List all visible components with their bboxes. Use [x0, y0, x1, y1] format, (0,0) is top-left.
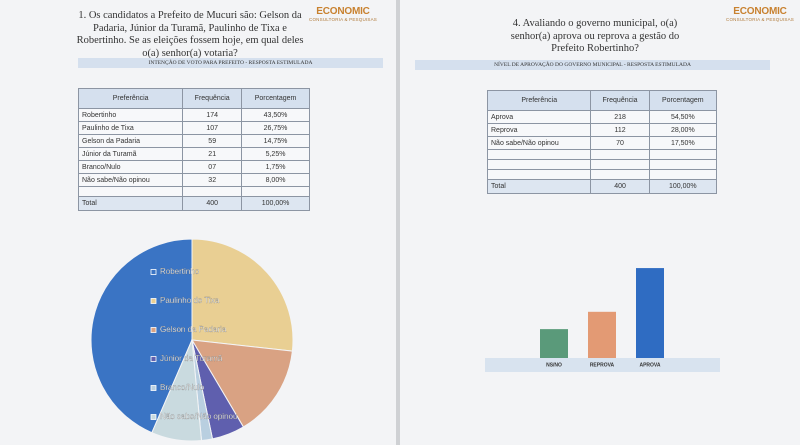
pie-slice — [151, 339, 203, 442]
bar — [540, 329, 568, 358]
legend-label: Paulinho de Tixa — [160, 296, 220, 305]
total-cell: 100,00% — [648, 179, 718, 194]
table-row: Júnior da Turamã 21 5,25% — [77, 147, 310, 161]
total-cell: 100,00% — [241, 196, 310, 211]
column-header: Frequência — [182, 88, 243, 109]
legend-marker — [150, 269, 157, 275]
x-tick-label: REPROVA — [590, 362, 615, 368]
logo-text: ECONOMIC — [316, 6, 370, 17]
column-header: Preferência — [486, 90, 592, 111]
right-page: 4. Avaliando o governo municipal, o(a) s… — [400, 0, 800, 445]
pie-slice — [191, 238, 294, 352]
data-table: Preferência Frequência Porcentagem Aprova 21… — [486, 90, 718, 194]
legend-marker — [150, 327, 157, 333]
x-tick-label: NS/NO — [546, 362, 562, 368]
logo-tagline: CONSULTORIA & PESQUISAS — [726, 17, 794, 22]
legend-marker — [150, 298, 157, 304]
data-table: Preferência Frequência Porcentagem Robertin… — [77, 88, 310, 211]
total-row: Total 400 100,00% — [486, 179, 718, 194]
logo: ECONOMIC CONSULTORIA & PESQUISAS — [308, 6, 378, 22]
legend-label: Gelson da Padaria — [160, 325, 227, 334]
table-row: Branco/Nulo 07 1,75% — [77, 160, 310, 174]
legend-marker — [150, 414, 157, 420]
legend-marker — [150, 385, 157, 391]
bar — [588, 311, 616, 358]
total-row: Total 400 100,00% — [77, 196, 310, 211]
logo-tagline: CONSULTORIA & PESQUISAS — [309, 17, 377, 22]
bar — [636, 268, 664, 358]
table-row: Gelson da Padaria 59 14,75% — [77, 134, 310, 148]
x-tick-label: APROVA — [639, 362, 660, 368]
pie-slice — [191, 339, 293, 428]
logo-text: ECONOMIC — [733, 6, 787, 17]
column-header: Porcentagem — [648, 90, 718, 111]
section-header: INTENÇÃO DE VOTO PARA PREFEITO - RESPOST… — [78, 58, 383, 68]
logo: ECONOMIC CONSULTORIA & PESQUISAS — [725, 6, 795, 22]
question: 4. Avaliando o governo municipal, o(a) s… — [510, 18, 680, 54]
total-cell: Total — [77, 196, 184, 211]
legend-label: Não sabe/Não opinou — [160, 412, 237, 421]
total-cell: 400 — [182, 196, 243, 211]
total-cell: 400 — [590, 179, 650, 194]
legend-label: Branco/Nulo — [160, 383, 205, 392]
x-axis-band — [485, 358, 720, 372]
legend-label: Júnior da Turamã — [160, 354, 223, 363]
total-cell: Total — [486, 179, 592, 194]
pie-slice — [90, 238, 193, 434]
section-header: NÍVEL DE APROVAÇÃO DO GOVERNO MUNICIPAL … — [415, 60, 770, 70]
question: 1. Os candidatos a Prefeito de Mucuri sã… — [76, 10, 304, 59]
legend-label: Robertinho — [160, 267, 200, 276]
table-row: Aprova 218 54,50% — [486, 110, 718, 124]
legend-marker — [150, 356, 157, 362]
